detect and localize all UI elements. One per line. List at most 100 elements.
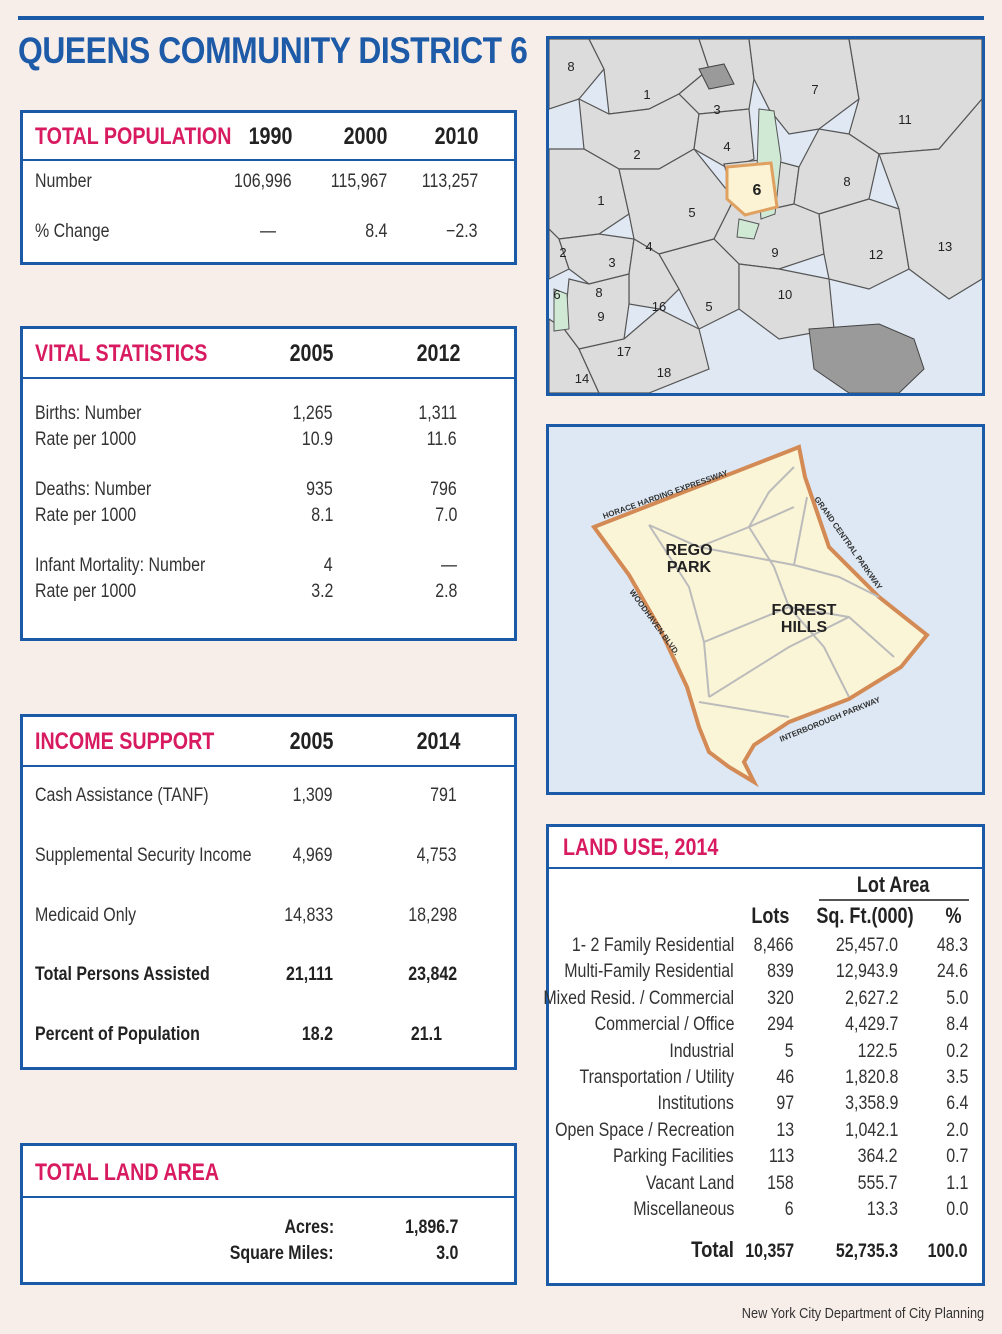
table-header: VITAL STATISTICS 2005 2012: [23, 329, 514, 379]
column-header: 2005: [289, 340, 333, 367]
pct-value: 0.2: [945, 1040, 968, 1062]
district-label: 5: [688, 205, 695, 220]
district-label: 17: [617, 344, 631, 359]
pct-value: 8.4: [945, 1014, 968, 1036]
cell-value: 106,996: [234, 171, 292, 192]
pct-value: 3.5: [945, 1067, 968, 1088]
district-label: 14: [575, 371, 589, 386]
row-label: Supplemental Security Income: [35, 845, 252, 866]
sqft-value: 2,627.2: [844, 987, 898, 1009]
cell-value: —: [260, 221, 276, 242]
table-header: TOTAL POPULATION 1990 2000 2010: [23, 113, 514, 161]
total-land-area-table: TOTAL LAND AREA Acres: 1,896.7 Square Mi…: [20, 1143, 517, 1285]
cell-value: 23,842: [408, 964, 457, 985]
page-title: QUEENS COMMUNITY DISTRICT 6: [18, 30, 528, 71]
cell-value: 935: [306, 479, 333, 500]
cell-value: 4: [324, 555, 333, 576]
lots-value: 320: [767, 987, 794, 1009]
cell-value: 1,265: [293, 403, 333, 424]
sqft-value: 25,457.0: [835, 935, 898, 956]
district-label: 6: [553, 287, 560, 302]
neighborhood-label: REGO: [665, 542, 712, 559]
cell-value: 2.8: [434, 581, 457, 602]
district-label: 8: [843, 174, 850, 189]
cell-value: 18,298: [408, 905, 457, 926]
square-miles-label: Square Miles:: [230, 1243, 334, 1264]
neighborhood-label: FOREST: [772, 602, 837, 619]
district-label: 12: [869, 247, 883, 262]
lots-value: 294: [767, 1014, 794, 1036]
district-label: 4: [723, 139, 730, 154]
cell-value: 1,311: [418, 403, 457, 424]
cell-value: 1,309: [293, 785, 333, 806]
row-label: Births: Number: [35, 403, 142, 424]
row-label: Cash Assistance (TANF): [35, 785, 209, 806]
row-label: Institutions: [657, 1093, 734, 1115]
total-sqft: 52,735.3: [835, 1241, 898, 1262]
sqft-value: 555.7: [858, 1172, 898, 1194]
neighborhood-labels: REGO PARK FOREST HILLS: [665, 542, 836, 636]
cell-value: —: [441, 555, 457, 576]
column-header: 1990: [248, 123, 292, 150]
district-labels: 8 1 3 7 11 2 4 6 8 1 5 9 12 13 2 3 4 6 8…: [553, 59, 952, 386]
district-label: 7: [811, 82, 818, 97]
column-header: 2012: [416, 340, 460, 367]
sqft-value: 3,358.9: [844, 1093, 898, 1115]
top-rule: [18, 16, 984, 20]
district-detail-map: HORACE HARDING EXPRESSWAY GRAND CENTRAL …: [546, 424, 985, 795]
cell-value: 4,969: [293, 845, 333, 866]
row-label: Number: [35, 171, 92, 192]
pct-value: 0.0: [945, 1199, 968, 1220]
table-header: TOTAL LAND AREA: [23, 1146, 514, 1198]
cell-value: 21,111: [285, 964, 333, 985]
district-label: 2: [633, 147, 640, 162]
district-label: 18: [657, 365, 671, 380]
column-header: Sq. Ft.(000): [816, 903, 914, 928]
sqft-value: 1,042.1: [844, 1119, 898, 1141]
row-label: Vacant Land: [645, 1172, 734, 1194]
queens-district-map: 8 1 3 7 11 2 4 6 8 1 5 9 12 13 2 3 4 6 8…: [546, 36, 985, 396]
row-label: Open Space / Recreation: [554, 1119, 734, 1141]
cell-value: 18.2: [301, 1024, 333, 1045]
table-title: INCOME SUPPORT: [35, 728, 215, 755]
pct-value: 2.0: [945, 1119, 968, 1141]
district-detail-drawing: HORACE HARDING EXPRESSWAY GRAND CENTRAL …: [549, 427, 982, 792]
cell-value: −2.3: [446, 221, 478, 242]
row-label: Infant Mortality: Number: [35, 555, 206, 576]
group-header-label: Lot Area: [856, 872, 929, 897]
district-label: 5: [705, 299, 712, 314]
pct-value: 1.1: [945, 1172, 968, 1194]
total-population-table: TOTAL POPULATION 1990 2000 2010 Number 1…: [20, 110, 517, 265]
land-use-table: LAND USE, 2014 Lot Area Lots Sq. Ft.(000…: [543, 824, 985, 1286]
column-header: Lots: [750, 903, 789, 928]
total-lots: 10,357: [745, 1241, 794, 1262]
lots-value: 5: [785, 1040, 794, 1062]
cell-value: 115,967: [330, 171, 387, 192]
table-title: TOTAL POPULATION: [35, 123, 232, 150]
lots-value: 13: [776, 1119, 794, 1141]
row-label: Mixed Resid. / Commercial: [543, 987, 734, 1009]
row-label: Industrial: [669, 1040, 734, 1062]
neighborhood-label: PARK: [667, 559, 712, 576]
cell-value: 8.4: [364, 221, 387, 242]
row-label: Rate per 1000: [35, 581, 137, 602]
row-label: 1- 2 Family Residential: [571, 935, 734, 956]
lots-value: 113: [768, 1146, 794, 1168]
sqft-value: 364.2: [858, 1146, 898, 1168]
column-header: 2014: [416, 728, 460, 755]
district-label: 11: [898, 112, 912, 127]
pct-value: 24.6: [936, 961, 968, 983]
pct-value: 5.0: [945, 987, 968, 1009]
acres-label: Acres:: [284, 1217, 334, 1238]
cell-value: 7.0: [434, 505, 457, 526]
column-header: 2005: [289, 728, 333, 755]
pct-value: 0.7: [945, 1146, 968, 1168]
income-support-table: INCOME SUPPORT 2005 2014 Cash Assistance…: [20, 714, 517, 1070]
column-header: 2010: [434, 123, 478, 150]
district-label: 16: [652, 299, 666, 314]
district-boundaries: 8 1 3 7 11 2 4 6 8 1 5 9 12 13 2 3 4 6 8…: [549, 39, 982, 393]
district-label: 1: [597, 193, 604, 208]
district-label: 4: [645, 239, 652, 254]
row-label: Medicaid Only: [35, 905, 137, 926]
acres-value: 1,896.7: [404, 1217, 458, 1238]
